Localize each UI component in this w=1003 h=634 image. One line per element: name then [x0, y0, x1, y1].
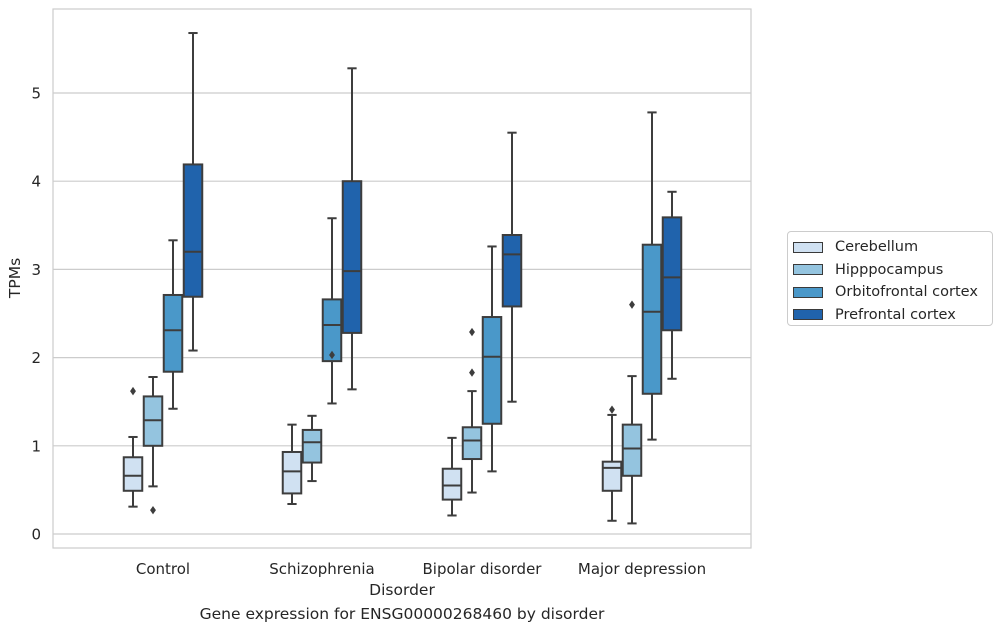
plot-frame	[52, 8, 752, 549]
legend: Cerebellum Hipppocampus Orbitofrontal cort…	[787, 231, 993, 326]
legend-label: Prefrontal cortex	[835, 306, 956, 323]
chart-caption: Gene expression for ENSG00000268460 by d…	[199, 605, 605, 623]
iqr-box	[461, 426, 483, 461]
iqr-box	[621, 423, 643, 477]
y-tick-label: 5	[31, 85, 41, 103]
y-tick-label: 4	[31, 173, 41, 191]
iqr-box	[441, 467, 463, 501]
box-3-1	[341, 67, 363, 391]
outlier-marker	[130, 386, 136, 396]
legend-swatch	[793, 264, 823, 276]
iqr-box	[661, 216, 683, 332]
legend-item: Prefrontal cortex	[793, 304, 992, 327]
iqr-box	[162, 293, 184, 373]
box-1-2	[461, 327, 483, 494]
iqr-box	[122, 456, 144, 492]
box-0-1	[281, 423, 303, 506]
box-2-3	[641, 111, 663, 441]
legend-item: Orbitofrontal cortex	[793, 281, 992, 304]
y-tick-label: 2	[31, 349, 41, 367]
y-tick-label: 0	[31, 526, 41, 544]
box-1-1	[301, 414, 323, 483]
box-2-2	[481, 245, 503, 473]
legend-swatch	[793, 309, 823, 321]
y-tick-label: 3	[31, 261, 41, 279]
legend-label: Hipppocampus	[835, 261, 944, 278]
iqr-box	[601, 460, 623, 492]
outlier-marker	[150, 505, 156, 515]
legend-swatch	[793, 286, 823, 298]
outlier-marker	[629, 300, 635, 309]
x-tick-label: Bipolar disorder	[423, 560, 543, 578]
x-tick-label: Major depression	[578, 560, 706, 578]
iqr-box	[281, 450, 303, 495]
legend-item: Cerebellum	[793, 236, 992, 259]
outlier-marker	[329, 350, 335, 360]
iqr-box	[341, 180, 363, 334]
outlier-marker	[469, 368, 475, 377]
iqr-box	[501, 234, 523, 308]
box-0-2	[441, 436, 463, 517]
box-2-0	[162, 239, 184, 410]
box-2-1	[321, 217, 343, 405]
box-0-3	[601, 405, 623, 522]
legend-label: Cerebellum	[835, 239, 919, 256]
y-axis-label: TPMs	[6, 258, 24, 299]
iqr-box	[301, 428, 323, 464]
y-tick-label: 1	[31, 437, 41, 455]
outlier-marker	[609, 405, 615, 414]
x-tick-label: Schizophrenia	[269, 560, 374, 578]
outlier-marker	[469, 327, 475, 337]
box-3-0	[182, 32, 204, 352]
iqr-box	[182, 163, 204, 298]
box-1-0	[142, 376, 164, 515]
box-3-2	[501, 131, 523, 403]
box-1-3	[621, 300, 643, 525]
legend-swatch	[793, 241, 823, 253]
x-axis-label: Disorder	[369, 581, 435, 599]
x-tick-label: Control	[136, 560, 190, 578]
iqr-box	[481, 316, 503, 425]
iqr-box	[321, 298, 343, 363]
legend-item: Hipppocampus	[793, 259, 992, 282]
iqr-box	[641, 243, 663, 395]
legend-label: Orbitofrontal cortex	[835, 284, 978, 301]
box-0-0	[122, 386, 144, 508]
box-3-3	[661, 190, 683, 380]
